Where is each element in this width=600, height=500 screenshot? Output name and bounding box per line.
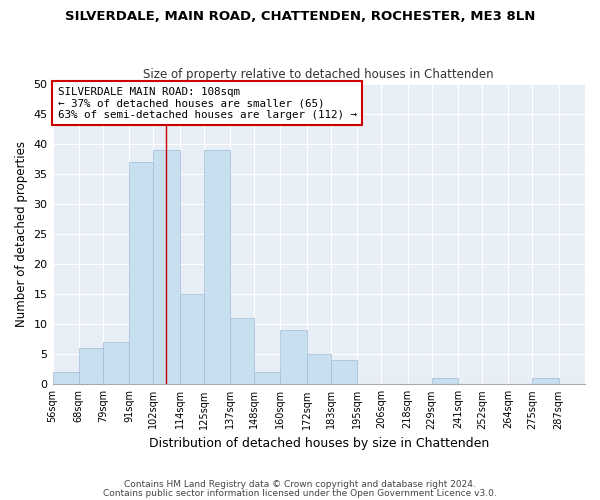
- Bar: [103, 342, 129, 384]
- Text: SILVERDALE, MAIN ROAD, CHATTENDEN, ROCHESTER, ME3 8LN: SILVERDALE, MAIN ROAD, CHATTENDEN, ROCHE…: [65, 10, 535, 23]
- Bar: [179, 294, 204, 384]
- Bar: [331, 360, 357, 384]
- Bar: [254, 372, 280, 384]
- Bar: [307, 354, 331, 384]
- Bar: [79, 348, 103, 385]
- Bar: [53, 372, 79, 384]
- Bar: [230, 318, 254, 384]
- Bar: [431, 378, 458, 384]
- Bar: [280, 330, 307, 384]
- Bar: [532, 378, 559, 384]
- Bar: [204, 150, 230, 384]
- Text: SILVERDALE MAIN ROAD: 108sqm
← 37% of detached houses are smaller (65)
63% of se: SILVERDALE MAIN ROAD: 108sqm ← 37% of de…: [58, 86, 357, 120]
- X-axis label: Distribution of detached houses by size in Chattenden: Distribution of detached houses by size …: [149, 437, 489, 450]
- Text: Contains HM Land Registry data © Crown copyright and database right 2024.: Contains HM Land Registry data © Crown c…: [124, 480, 476, 489]
- Bar: [154, 150, 179, 384]
- Text: Contains public sector information licensed under the Open Government Licence v3: Contains public sector information licen…: [103, 490, 497, 498]
- Bar: [129, 162, 154, 384]
- Y-axis label: Number of detached properties: Number of detached properties: [15, 141, 28, 327]
- Title: Size of property relative to detached houses in Chattenden: Size of property relative to detached ho…: [143, 68, 494, 81]
